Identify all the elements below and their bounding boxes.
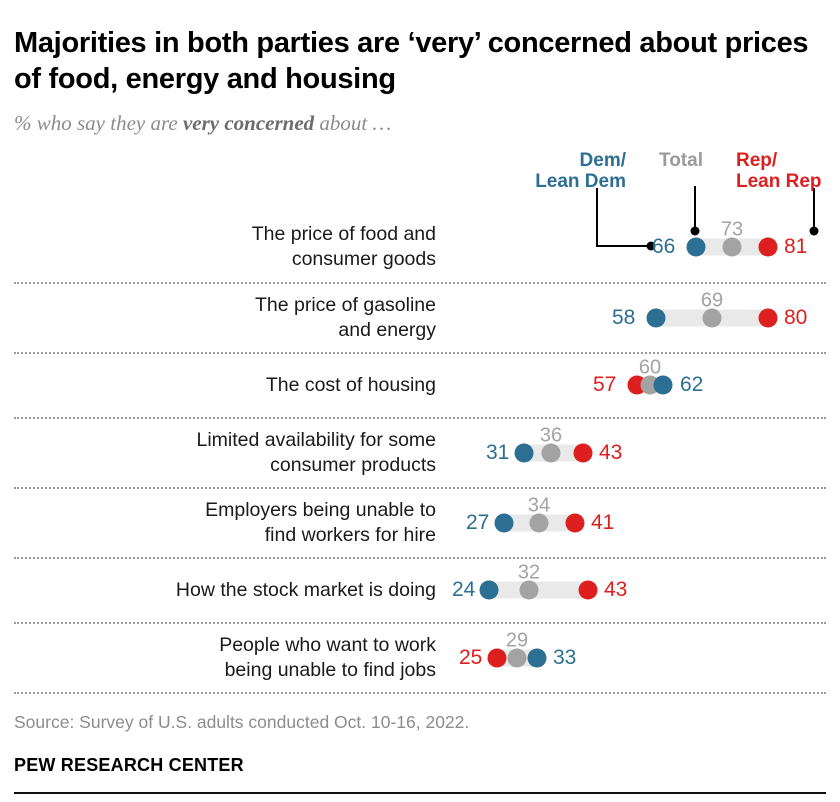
value-total: 69	[700, 289, 724, 312]
row-plot: 32 24 43	[444, 559, 826, 622]
value-left: 66	[652, 234, 676, 258]
value-right: 41	[591, 510, 615, 534]
value-right: 33	[553, 645, 577, 669]
chart-rows: The price of food and consumer goods 73 …	[14, 212, 826, 692]
row-category-label: The cost of housing	[265, 373, 436, 396]
table-row: Limited availability for some consumer p…	[14, 416, 826, 487]
row-category-label: People who want to work being unable to …	[219, 633, 436, 681]
dot-dem[interactable]	[527, 648, 547, 668]
chart-footer: Source: Survey of U.S. adults conducted …	[14, 691, 826, 794]
row-connector	[485, 581, 592, 599]
value-right: 81	[784, 234, 808, 258]
table-row: How the stock market is doing 32 24 43	[14, 556, 826, 622]
row-category-label: How the stock market is doing	[175, 578, 436, 601]
legend-item-dem: Dem/ Lean Dem	[535, 149, 626, 193]
dot-rep[interactable]	[487, 648, 507, 668]
legend-item-total: Total	[659, 149, 703, 171]
dot-rep[interactable]	[565, 513, 585, 533]
row-category-label: The price of gasoline and energy	[254, 293, 436, 341]
row-plot: 29 25 33	[444, 624, 826, 692]
value-right: 43	[599, 440, 623, 464]
dot-dem[interactable]	[514, 443, 534, 463]
dot-total[interactable]	[722, 237, 742, 257]
dot-total[interactable]	[702, 308, 722, 328]
footer-rule	[14, 791, 826, 794]
dot-dem[interactable]	[494, 513, 514, 533]
value-total: 60	[638, 356, 662, 379]
source-note: Source: Survey of U.S. adults conducted …	[14, 711, 470, 732]
value-left: 58	[612, 305, 636, 329]
table-row: The price of food and consumer goods 73 …	[14, 212, 826, 282]
value-right: 80	[784, 305, 808, 329]
dot-rep[interactable]	[758, 237, 778, 257]
subtitle-suffix: about …	[314, 110, 392, 135]
value-total: 32	[517, 561, 541, 584]
dot-total[interactable]	[519, 580, 539, 600]
brand-label: PEW RESEARCH CENTER	[14, 754, 244, 775]
dot-rep[interactable]	[573, 443, 593, 463]
value-right: 43	[604, 578, 628, 602]
legend-item-rep: Rep/ Lean Rep	[736, 149, 822, 193]
row-category-label: Employers being unable to find workers f…	[205, 498, 436, 546]
page-title: Majorities in both parties are ‘very’ co…	[14, 27, 809, 95]
value-total: 73	[720, 218, 744, 241]
row-plot: 36 31 43	[444, 419, 826, 487]
value-left: 57	[593, 373, 617, 397]
dot-rep[interactable]	[578, 580, 598, 600]
dot-dem[interactable]	[686, 237, 706, 257]
table-row: The price of gasoline and energy 69 58 8…	[14, 281, 826, 352]
dot-dem[interactable]	[646, 308, 666, 328]
row-category-label: Limited availability for some consumer p…	[196, 428, 436, 476]
value-total: 34	[527, 494, 551, 517]
chart-legend: Dem/ Lean Dem Total Rep/ Lean Rep	[14, 149, 826, 251]
row-plot: 73 66 81	[444, 212, 826, 282]
table-row: Employers being unable to find workers f…	[14, 486, 826, 557]
table-row: People who want to work being unable to …	[14, 621, 826, 692]
chart-subtitle: % who say they are very concerned about …	[14, 98, 826, 136]
value-left: 24	[452, 578, 476, 602]
value-right: 62	[680, 373, 704, 397]
row-category-label: The price of food and consumer goods	[251, 222, 436, 270]
value-left: 27	[466, 510, 490, 534]
dot-dem[interactable]	[653, 375, 673, 395]
value-total: 29	[505, 629, 529, 652]
row-plot: 60 57 62	[444, 354, 826, 417]
subtitle-prefix: % who say they are	[14, 110, 183, 135]
dot-rep[interactable]	[758, 308, 778, 328]
dot-total[interactable]	[529, 513, 549, 533]
dot-total[interactable]	[541, 443, 561, 463]
value-left: 31	[486, 440, 510, 464]
row-plot: 34 27 41	[444, 489, 826, 557]
subtitle-emphasis: very concerned	[182, 110, 315, 135]
value-total: 36	[539, 424, 563, 447]
table-row: The cost of housing 60 57 62	[14, 351, 826, 417]
dot-total[interactable]	[507, 648, 527, 668]
row-plot: 69 58 80	[444, 284, 826, 352]
dot-dem[interactable]	[479, 580, 499, 600]
value-left: 25	[459, 645, 483, 669]
